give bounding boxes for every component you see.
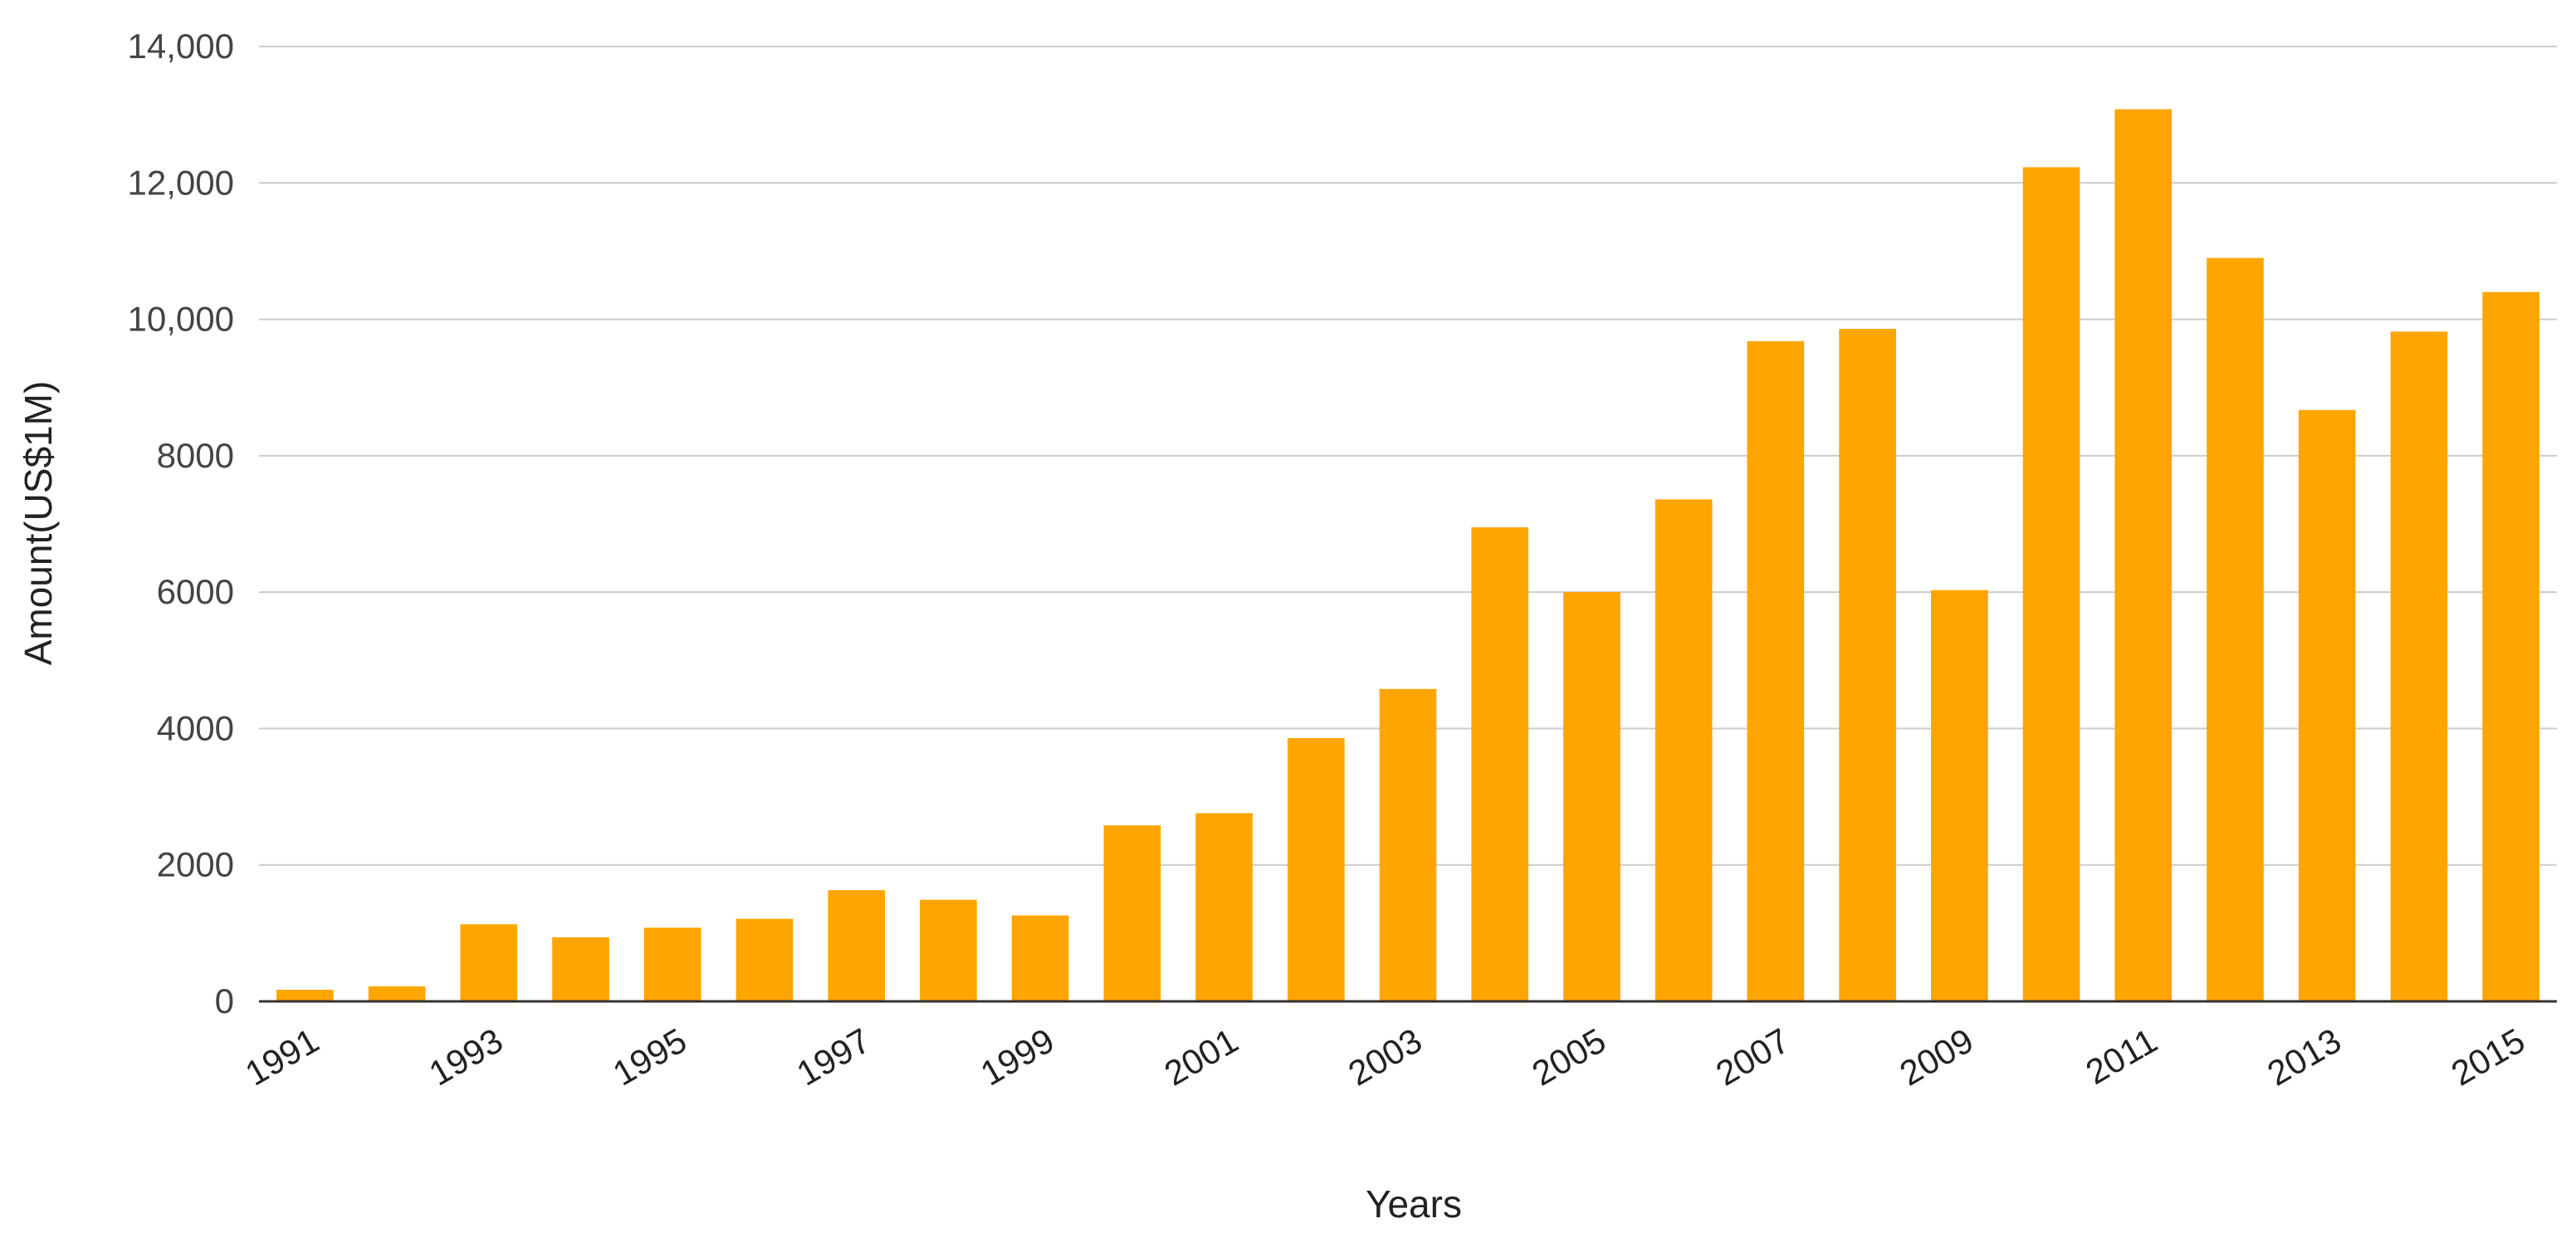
bar-2001 <box>1195 813 1253 1001</box>
x-tick-label-2009: 2009 <box>1893 1020 1979 1093</box>
x-tick-label-1993: 1993 <box>423 1020 509 1093</box>
y-tick-label: 8000 <box>157 436 234 475</box>
y-tick-label: 10,000 <box>128 300 234 339</box>
bar-1994 <box>552 937 609 1001</box>
bar-1996 <box>736 918 794 1001</box>
y-tick-label: 6000 <box>157 572 234 611</box>
bar-1997 <box>828 890 886 1001</box>
bar-2007 <box>1747 340 1805 1001</box>
bar-2011 <box>2114 109 2173 1002</box>
bar-2015 <box>2482 291 2539 1001</box>
bar-2006 <box>1655 499 1713 1001</box>
bar-1999 <box>1011 915 1069 1001</box>
y-tick-label: 2000 <box>157 845 234 884</box>
x-tick-label-2013: 2013 <box>2261 1020 2347 1093</box>
x-tick-label-1991: 1991 <box>238 1020 325 1093</box>
bars <box>276 109 2539 1002</box>
y-tick-label: 14,000 <box>128 27 234 66</box>
x-tick-label-2001: 2001 <box>1158 1020 1244 1093</box>
x-tick-label-1997: 1997 <box>790 1020 877 1093</box>
y-tick-label: 12,000 <box>128 163 234 202</box>
bar-2003 <box>1379 688 1437 1001</box>
x-tick-label-1999: 1999 <box>974 1020 1060 1093</box>
x-tick-label-2011: 2011 <box>2080 1020 2164 1092</box>
bar-2005 <box>1563 592 1620 1001</box>
bar-2010 <box>2022 167 2080 1002</box>
x-tick-label-2007: 2007 <box>1709 1020 1796 1093</box>
y-axis-tick-labels: 0 2000 4000 6000 8000 10,000 12,000 14,000 <box>128 27 234 1020</box>
y-tick-label: 4000 <box>157 708 234 747</box>
x-tick-label-1995: 1995 <box>606 1020 692 1093</box>
gridlines <box>259 46 2557 866</box>
x-tick-label-2005: 2005 <box>1526 1020 1612 1093</box>
bar-2008 <box>1839 329 1896 1002</box>
bar-1991 <box>276 990 334 1001</box>
bar-2013 <box>2298 409 2356 1002</box>
x-axis-title: Years <box>1366 1182 1462 1226</box>
bar-1992 <box>368 986 426 1001</box>
bar-2012 <box>2207 257 2264 1002</box>
bar-2000 <box>1103 825 1161 1001</box>
x-tick-label-2015: 2015 <box>2445 1020 2531 1093</box>
bar-1998 <box>920 899 977 1001</box>
bar-1995 <box>643 927 701 1001</box>
x-axis-tick-labels: 1991 1993 1995 1997 1999 2001 2003 2005 2007 2009… <box>238 1020 2531 1093</box>
bar-1993 <box>460 924 518 1001</box>
bar-2004 <box>1471 527 1529 1001</box>
bar-2002 <box>1287 737 1345 1001</box>
bar-2009 <box>1930 590 1988 1001</box>
bar-2014 <box>2390 331 2448 1001</box>
x-tick-label-2003: 2003 <box>1342 1020 1428 1093</box>
y-axis-title: Amount(US$1M) <box>17 381 60 666</box>
y-tick-label: 0 <box>215 981 234 1020</box>
